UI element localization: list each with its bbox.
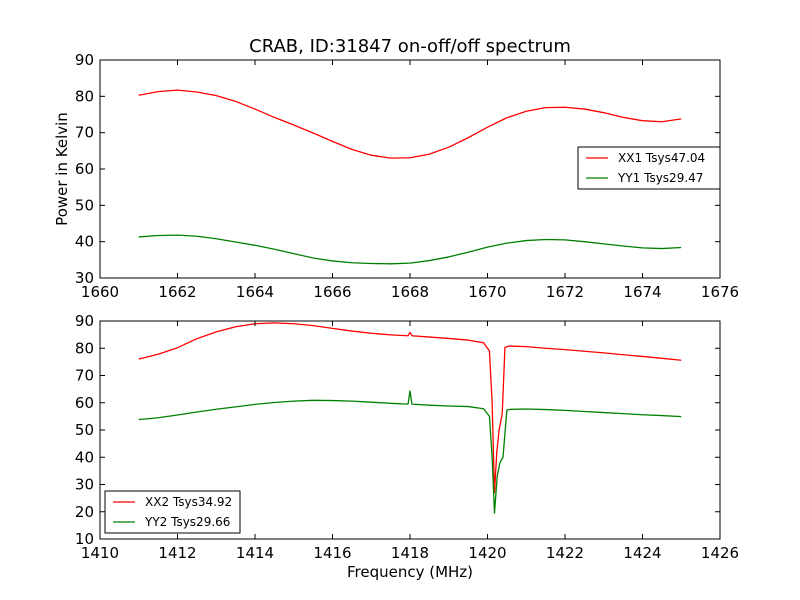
top-panel-xx1-yy1: 1660 1662 1664 1666 1668 1670 1672 1674 1676 30 40… bbox=[53, 51, 739, 301]
x-tick-label-p0-4: 1668 bbox=[391, 283, 429, 301]
y-tick-label-p0-5: 80 bbox=[75, 87, 94, 105]
y-tick-label-p1-3: 40 bbox=[75, 448, 94, 466]
y-tick-label-p0-2: 50 bbox=[75, 196, 94, 214]
bottom-panel-xx2-yy2: 1410 1412 1414 1416 1418 1420 1422 1424 1426 10 20… bbox=[75, 312, 739, 581]
x-tick-label-p1-1: 1412 bbox=[158, 544, 196, 562]
x-tick-label-p1-8: 1426 bbox=[701, 544, 739, 562]
x-tick-label-p0-3: 1666 bbox=[313, 283, 351, 301]
x-tick-label-p0-1: 1662 bbox=[158, 283, 196, 301]
x-tick-label-p0-0: 1660 bbox=[81, 283, 119, 301]
series-line-p1-1 bbox=[138, 390, 682, 514]
x-tick-label-p0-8: 1676 bbox=[701, 283, 739, 301]
legend-box-p1 bbox=[104, 490, 241, 534]
legend-p0: XX1 Tsys47.04 YY1 Tsys29.47 bbox=[577, 146, 721, 190]
legend-label-p1-1: YY2 Tsys29.66 bbox=[144, 515, 230, 529]
y-tick-label-p1-6: 70 bbox=[75, 367, 94, 385]
y-tick-label-p0-1: 40 bbox=[75, 233, 94, 251]
y-tick-label-p1-4: 50 bbox=[75, 421, 94, 439]
series-line-p0-1 bbox=[138, 234, 682, 265]
x-tick-label-p1-7: 1424 bbox=[623, 544, 661, 562]
y-tick-label-p1-1: 20 bbox=[75, 503, 94, 521]
y-tick-label-p1-2: 30 bbox=[75, 476, 94, 494]
x-tick-label-p0-5: 1670 bbox=[468, 283, 506, 301]
legend-box-p0 bbox=[577, 146, 721, 190]
x-tick-label-p1-0: 1410 bbox=[81, 544, 119, 562]
legend-label-p0-1: YY1 Tsys29.47 bbox=[617, 171, 703, 185]
x-tick-label-p1-4: 1418 bbox=[391, 544, 429, 562]
x-tick-label-p0-2: 1664 bbox=[236, 283, 274, 301]
y-tick-label-p0-0: 30 bbox=[75, 269, 94, 287]
y-tick-label-p0-3: 60 bbox=[75, 160, 94, 178]
legend-label-p1-0: XX2 Tsys34.92 bbox=[145, 495, 232, 509]
y-tick-label-p1-8: 90 bbox=[75, 312, 94, 330]
legend-label-p0-0: XX1 Tsys47.04 bbox=[618, 151, 705, 165]
x-tick-label-p1-2: 1414 bbox=[236, 544, 274, 562]
x-tick-label-p0-6: 1672 bbox=[546, 283, 584, 301]
x-tick-label-p1-5: 1420 bbox=[468, 544, 506, 562]
figure-title: CRAB, ID:31847 on-off/off spectrum bbox=[249, 36, 571, 57]
y-tick-label-p0-6: 90 bbox=[75, 51, 94, 69]
series-line-p1-0 bbox=[138, 322, 682, 494]
y-axis-label-p0: Power in Kelvin bbox=[53, 112, 71, 226]
x-tick-label-p1-6: 1422 bbox=[546, 544, 584, 562]
series-line-p0-0 bbox=[138, 89, 682, 159]
legend-p1: XX2 Tsys34.92 YY2 Tsys29.66 bbox=[104, 490, 241, 534]
y-tick-label-p1-0: 10 bbox=[75, 530, 94, 548]
y-tick-label-p0-4: 70 bbox=[75, 124, 94, 142]
x-tick-label-p1-3: 1416 bbox=[313, 544, 351, 562]
x-axis-label-p1: Frequency (MHz) bbox=[347, 563, 473, 581]
x-tick-label-p0-7: 1674 bbox=[623, 283, 661, 301]
y-tick-label-p1-5: 60 bbox=[75, 394, 94, 412]
y-tick-label-p1-7: 80 bbox=[75, 339, 94, 357]
